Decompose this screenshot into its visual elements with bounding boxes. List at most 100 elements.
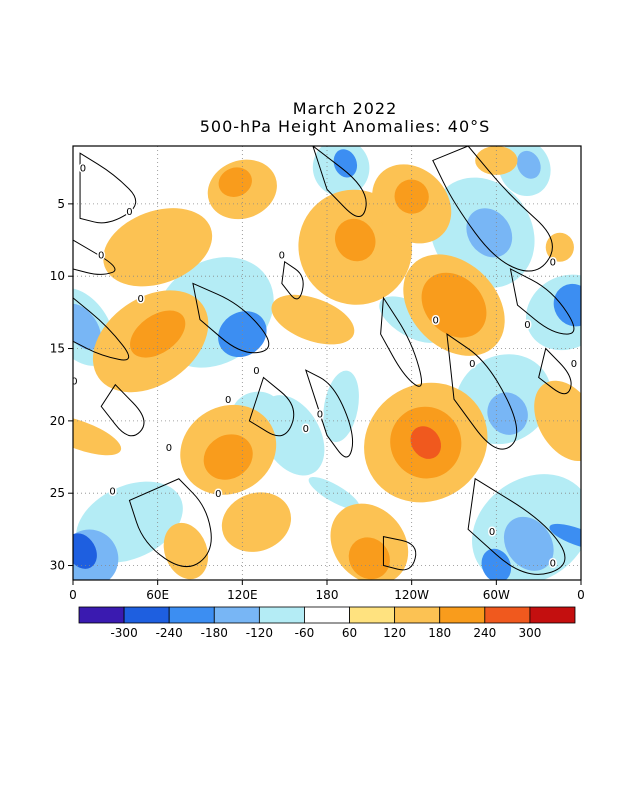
contour-label: 0 (80, 164, 86, 175)
contour-label: 0 (138, 294, 144, 305)
y-tick-label: 30 (50, 559, 65, 573)
anomaly-band (323, 370, 359, 443)
anomaly-field (73, 146, 581, 580)
contour-line (248, 376, 295, 437)
contour-line (128, 478, 212, 567)
contour-line (73, 239, 116, 275)
colorbar-swatch (123, 606, 170, 624)
colorbar-label: 60 (342, 626, 357, 640)
anomaly-band (534, 380, 581, 462)
y-tick-label: 25 (50, 486, 65, 500)
contour-label: 0 (225, 395, 231, 406)
x-tick-label: 60W (483, 588, 510, 602)
contour-line (538, 347, 572, 395)
x-tick-label: 120E (227, 588, 258, 602)
colorbar-label: -60 (295, 626, 315, 640)
contour-label: 0 (432, 316, 438, 327)
anomaly-band (103, 208, 213, 287)
anomaly-band (73, 303, 102, 350)
contour-line (382, 535, 417, 571)
anomaly-band (553, 283, 581, 327)
contour-label: 0 (279, 251, 285, 262)
colorbar-label: 300 (518, 626, 541, 640)
anomaly-band (73, 533, 97, 569)
colorbar-label: -120 (246, 626, 273, 640)
colorbar-swatch (394, 606, 441, 624)
anomaly-band (259, 395, 325, 476)
anomaly-band (503, 516, 554, 571)
colorbar-swatch (168, 606, 215, 624)
y-tick-label: 10 (50, 269, 65, 283)
colorbar-label: 240 (473, 626, 496, 640)
anomaly-band (348, 537, 390, 580)
contour-line (73, 297, 130, 361)
anomaly-band (333, 149, 358, 178)
anomaly-band (271, 294, 355, 345)
contour-label: 0 (469, 359, 475, 370)
contour-line (467, 477, 566, 575)
colorbar-swatch (349, 606, 396, 624)
contour-line (79, 152, 137, 224)
colorbar-label: -180 (201, 626, 228, 640)
anomaly-band (73, 415, 122, 456)
colorbar-label: 180 (428, 626, 451, 640)
contour-label: 0 (215, 489, 221, 500)
x-tick-label: 180 (316, 588, 339, 602)
anomaly-band (421, 272, 487, 338)
anomaly-band (308, 476, 360, 510)
anomaly-band (466, 208, 513, 258)
anomaly-band (203, 434, 253, 480)
colorbar-swatch (484, 606, 531, 624)
chart-subtitle: 500-hPa Height Anomalies: 40°S (199, 117, 491, 136)
contour-label: 0 (98, 251, 104, 262)
anomaly-band (221, 492, 292, 552)
colorbar-swatch (529, 606, 576, 624)
colorbar-label: -300 (110, 626, 137, 640)
anomaly-band (163, 522, 209, 580)
x-tick-label: 120W (394, 588, 429, 602)
anomaly-band (394, 179, 429, 214)
contour-label: 0 (166, 443, 172, 454)
x-tick-label: 60E (146, 588, 169, 602)
anomaly-band (410, 426, 442, 459)
y-tick-label: 15 (50, 342, 65, 356)
contour-line (281, 260, 304, 300)
contour-label: 0 (524, 320, 530, 331)
contour-label: 0 (109, 486, 115, 497)
y-tick-label: 20 (50, 414, 65, 428)
x-tick-label: 0 (577, 588, 585, 602)
contour-line (380, 296, 423, 387)
colorbar-swatch (304, 606, 350, 624)
contour-label: 0 (303, 424, 309, 435)
axes: 0 60E 120E 180 120W 60W 0 5 10 15 20 25 30 (50, 197, 585, 602)
x-tick-label: 0 (69, 588, 77, 602)
anomaly-band (545, 232, 574, 262)
colorbar-label: 120 (383, 626, 406, 640)
contour-label: 0 (571, 359, 577, 370)
anomaly-band (481, 548, 512, 580)
contour-label: 0 (71, 376, 77, 387)
contour-line (312, 146, 367, 218)
colorbar-swatch (258, 606, 305, 624)
y-tick-label: 5 (57, 197, 65, 211)
contour-line (432, 146, 553, 272)
colorbar-label: -240 (156, 626, 183, 640)
contour-line (509, 268, 575, 335)
colorbar-swatch (439, 606, 486, 624)
anomaly-band (334, 218, 376, 262)
contour-label: 0 (550, 559, 556, 570)
colorbar-swatch (213, 606, 260, 624)
colorbar: -300 -240 -180 -120 -60 60 120 180 240 300 (78, 606, 576, 640)
contour-label: 0 (126, 207, 132, 218)
contour-label: 0 (550, 258, 556, 269)
contour-line (100, 383, 145, 437)
anomaly-band (218, 167, 252, 197)
colorbar-swatch (78, 606, 125, 624)
grid (73, 146, 581, 580)
contour-label: 0 (317, 410, 323, 421)
contour-line (446, 333, 518, 450)
contour-label: 0 (489, 527, 495, 538)
anomaly-band (487, 392, 528, 435)
